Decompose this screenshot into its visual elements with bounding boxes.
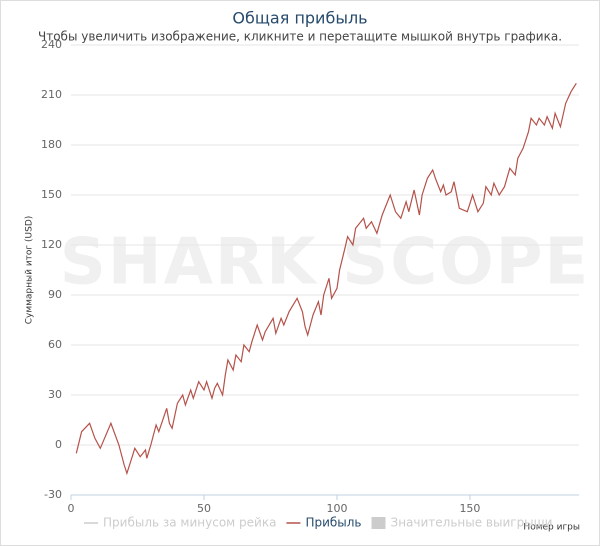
- y-tick-label: 180: [41, 138, 62, 151]
- legend-item[interactable]: Прибыль: [286, 516, 362, 530]
- y-tick-label: 240: [41, 38, 62, 51]
- legend-item[interactable]: Прибыль за минусом рейка: [84, 516, 276, 530]
- y-tick-label: 210: [41, 88, 62, 101]
- legend-label: Значительные выигрыши: [391, 516, 553, 530]
- watermark: SHARK SCOPE: [60, 226, 590, 300]
- y-tick-label: 60: [48, 338, 62, 351]
- x-axis-label: Номер игры: [523, 523, 580, 533]
- x-tick-label: 50: [197, 502, 211, 515]
- legend-label: Прибыль за минусом рейка: [103, 516, 276, 530]
- legend-label: Прибыль: [305, 516, 361, 530]
- legend-swatch: [371, 517, 386, 529]
- y-tick-label: 0: [55, 438, 62, 451]
- legend-item[interactable]: Значительные выигрыши: [371, 516, 553, 530]
- series-line: [75, 82, 577, 476]
- x-tick-label: 0: [68, 502, 75, 515]
- y-tick-label: 150: [41, 188, 62, 201]
- y-tick-label: 30: [48, 388, 62, 401]
- y-tick-label: 90: [48, 288, 62, 301]
- y-axis-label: Суммарный итог (USD): [25, 216, 35, 325]
- y-tick-label: -30: [44, 488, 62, 501]
- x-tick-label: 150: [459, 502, 480, 515]
- chart-subtitle: Чтобы увеличить изображение, кликните и …: [38, 30, 562, 44]
- y-tick-label: 120: [41, 238, 62, 251]
- legend: Прибыль за минусом рейка Прибыль Значитель…: [84, 516, 552, 530]
- x-tick-label: 100: [326, 502, 347, 515]
- chart-title: Общая прибыль: [232, 9, 367, 28]
